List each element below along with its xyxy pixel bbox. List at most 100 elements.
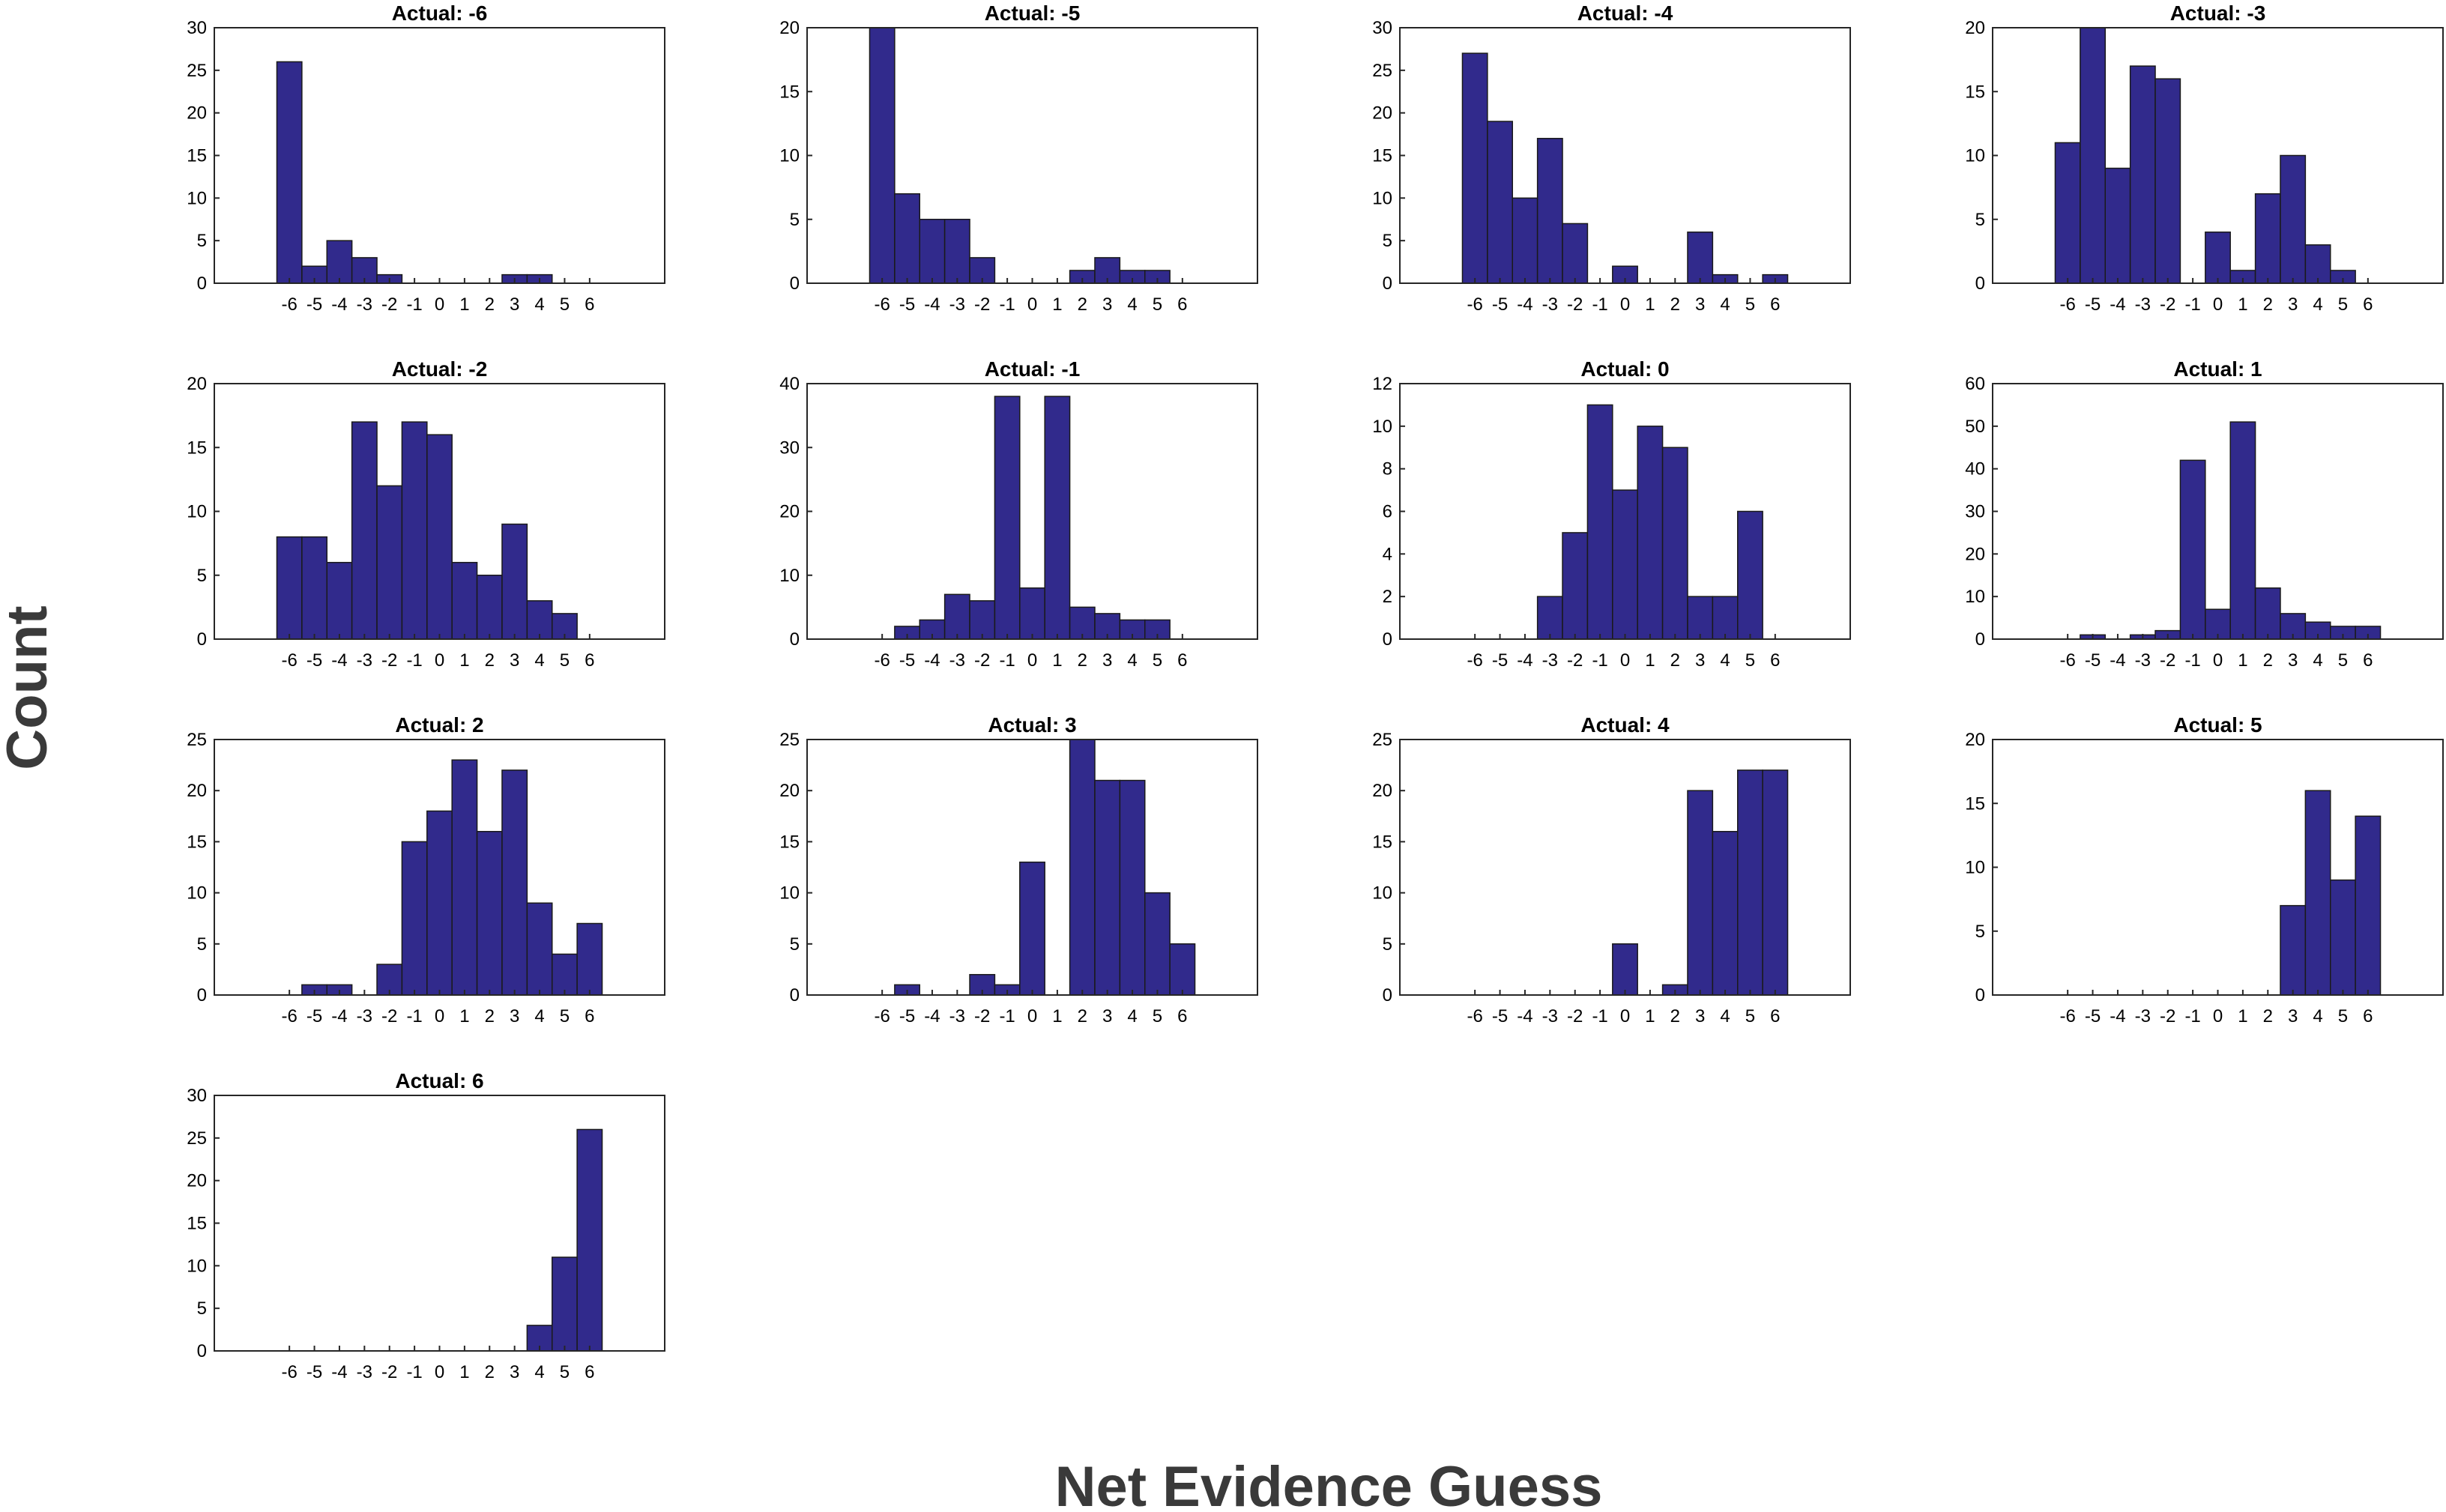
x-tick-label: -6 <box>874 1006 890 1026</box>
x-tick-label: 5 <box>1745 1006 1755 1026</box>
x-tick-label: 6 <box>585 1006 594 1026</box>
histogram-bar <box>1661 447 1688 640</box>
x-tick-label: 4 <box>1720 1006 1730 1026</box>
x-tick-label: 3 <box>1695 1006 1705 1026</box>
x-tick-label: -4 <box>1517 1006 1532 1026</box>
y-tick-label: 0 <box>1383 629 1392 650</box>
y-tick-label: 5 <box>1383 231 1392 251</box>
histogram-bar <box>476 575 503 640</box>
x-tick-label: -6 <box>2059 1006 2075 1026</box>
histogram-bar <box>1536 138 1563 284</box>
y-tick-label: 10 <box>779 146 800 166</box>
x-tick-label: -5 <box>899 294 915 315</box>
x-tick-label: -2 <box>2160 1006 2175 1026</box>
x-tick-label: -1 <box>1592 1006 1607 1026</box>
y-tick-label: 15 <box>187 1214 207 1234</box>
x-tick-label: 0 <box>2213 1006 2223 1026</box>
y-tick-label: 15 <box>779 82 800 102</box>
x-tick-label: 2 <box>2263 650 2273 671</box>
x-tick-label: -1 <box>2184 1006 2200 1026</box>
y-tick-label: 5 <box>197 566 207 586</box>
histogram-bar <box>969 600 996 640</box>
x-tick-label: 4 <box>2313 294 2322 315</box>
x-tick-label: 0 <box>2213 650 2223 671</box>
x-tick-label: -4 <box>331 1362 347 1382</box>
y-tick-label: 10 <box>779 566 800 586</box>
x-tick-label: 0 <box>1620 1006 1630 1026</box>
x-tick-label: -3 <box>357 1006 372 1026</box>
y-tick-label: 0 <box>790 985 800 1006</box>
histogram-bar <box>2254 587 2281 640</box>
histogram-bar <box>1687 790 1714 996</box>
x-tick-label: 1 <box>459 1362 469 1382</box>
histogram-bar <box>1712 831 1739 996</box>
histogram-bar <box>943 593 970 640</box>
x-tick-label: -3 <box>2135 294 2151 315</box>
y-tick-label: 10 <box>187 502 207 522</box>
panel-title: Actual: -2 <box>392 357 488 381</box>
histogram-bar <box>1536 596 1563 640</box>
histogram-bar <box>426 434 453 640</box>
x-tick-label: 5 <box>1153 294 1162 315</box>
histogram-bar <box>576 922 603 996</box>
x-tick-label: 5 <box>2338 1006 2348 1026</box>
x-tick-label: 2 <box>1078 294 1087 315</box>
histogram-bar <box>1737 510 1763 640</box>
y-tick-label: 15 <box>187 438 207 458</box>
panel-title: Actual: -1 <box>985 357 1081 381</box>
x-tick-label: 2 <box>2263 1006 2273 1026</box>
x-tick-label: -5 <box>899 1006 915 1026</box>
x-tick-label: -2 <box>381 1006 397 1026</box>
histogram-bar <box>919 219 946 284</box>
panel-title: Actual: -5 <box>985 1 1081 25</box>
y-tick-label: 10 <box>1372 188 1392 208</box>
x-tick-label: -1 <box>2184 650 2200 671</box>
x-tick-label: -5 <box>306 1362 322 1382</box>
histogram-bar <box>2229 421 2256 640</box>
x-tick-label: 6 <box>1770 1006 1780 1026</box>
histogram-bar <box>326 561 353 640</box>
x-tick-label: -2 <box>1567 650 1583 671</box>
histogram-bar <box>1044 396 1071 640</box>
histogram-bar <box>1737 769 1763 996</box>
y-tick-label: 10 <box>187 1256 207 1276</box>
y-tick-label: 20 <box>1965 544 1985 564</box>
y-tick-label: 20 <box>1372 103 1392 124</box>
histogram-bar <box>943 219 970 284</box>
x-tick-label: 4 <box>1720 294 1730 315</box>
y-tick-label: 10 <box>1965 858 1985 878</box>
x-tick-label: -4 <box>331 294 347 315</box>
y-tick-label: 30 <box>187 18 207 38</box>
x-tick-label: 3 <box>1102 650 1112 671</box>
y-tick-label: 30 <box>1965 502 1985 522</box>
x-tick-label: 2 <box>1670 1006 1680 1026</box>
histogram-bar <box>276 536 303 640</box>
x-tick-label: 1 <box>1052 1006 1062 1026</box>
x-tick-label: -5 <box>1492 294 1508 315</box>
x-tick-label: 4 <box>534 650 544 671</box>
x-tick-label: -6 <box>874 294 890 315</box>
x-tick-label: 6 <box>1770 650 1780 671</box>
x-tick-label: -6 <box>1467 294 1482 315</box>
x-tick-label: 1 <box>1645 650 1655 671</box>
x-tick-label: -1 <box>406 1362 422 1382</box>
panel-title: Actual: 2 <box>395 713 483 737</box>
y-tick-label: 30 <box>779 438 800 458</box>
histogram-bar <box>994 396 1021 640</box>
x-tick-label: 2 <box>485 1006 495 1026</box>
x-tick-label: -3 <box>1542 1006 1558 1026</box>
x-tick-label: 6 <box>1177 294 1187 315</box>
x-tick-label: 3 <box>1695 294 1705 315</box>
y-tick-label: 2 <box>1383 587 1392 607</box>
x-tick-label: -4 <box>331 650 347 671</box>
x-tick-label: 2 <box>485 294 495 315</box>
histogram-bar <box>552 1257 578 1352</box>
y-tick-label: 10 <box>1372 417 1392 437</box>
y-tick-label: 20 <box>779 18 800 38</box>
x-tick-label: 1 <box>1645 1006 1655 1026</box>
